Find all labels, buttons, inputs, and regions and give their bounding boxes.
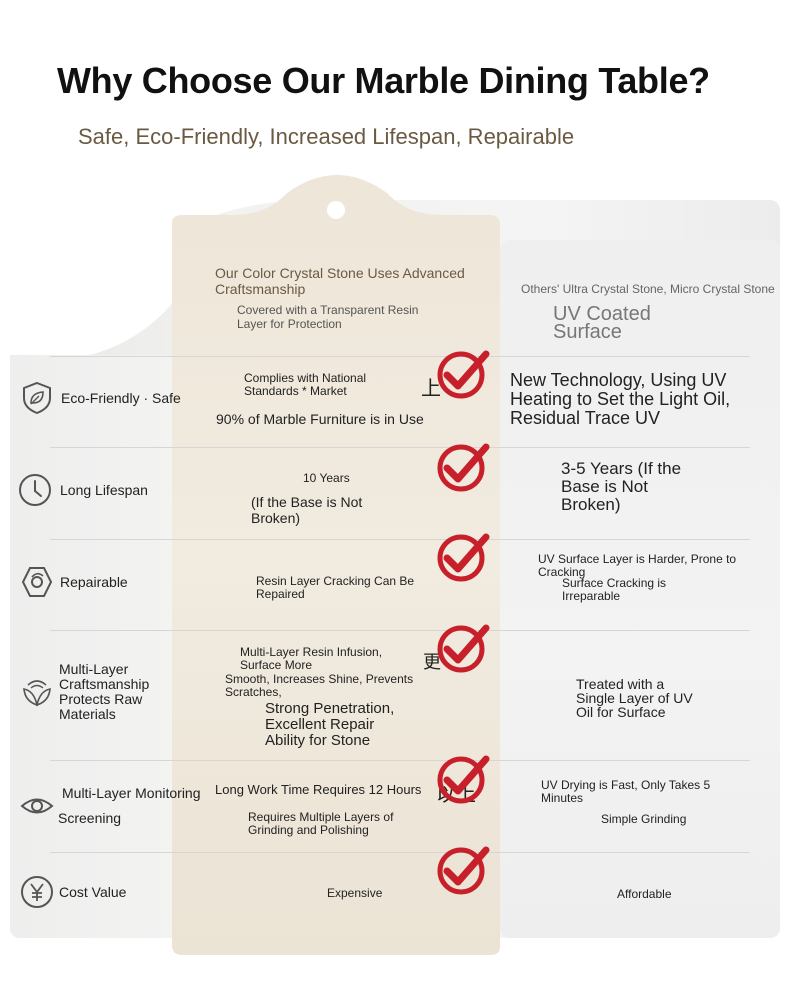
ours-repairable-text: Resin Layer Cracking Can Be Repaired (256, 574, 415, 601)
ours-craft-text-1: Multi-Layer Resin Infusion, Surface More (240, 645, 383, 672)
ours-craft-text-3: Strong Penetration, Excellent Repair Abi… (265, 700, 395, 749)
others-monitoring-text-2: Simple Grinding (601, 812, 687, 826)
row-divider (50, 630, 750, 631)
page-subtitle: Safe, Eco-Friendly, Increased Lifespan, … (78, 124, 575, 149)
category-eco-friendly: Eco-Friendly · Safe (20, 381, 181, 415)
others-cost-text: Affordable (617, 887, 672, 901)
yen-icon (21, 876, 53, 908)
others-eco-text: New Technology, Using UV Heating to Set … (510, 370, 731, 428)
others-subheading: UV Coated Surface (553, 303, 651, 343)
category-column (10, 355, 173, 938)
others-lifespan-text: 3-5 Years (If the Base is Not Broken) (561, 459, 682, 514)
row-divider (50, 356, 750, 357)
check-circle-icon (437, 443, 490, 492)
check-circle-icon (437, 755, 490, 804)
repair-icon (21, 567, 53, 597)
others-heading: Others' Ultra Crystal Stone, Micro Cryst… (521, 282, 775, 296)
ours-craft-glyph: 更 (423, 652, 441, 672)
category-repairable: Repairable (20, 565, 128, 599)
row-divider (50, 447, 750, 448)
leaf-shield-icon (23, 381, 51, 415)
others-repairable-text-2: Surface Cracking is Irreparable (562, 576, 667, 603)
ours-heading: Our Color Crystal Stone Uses Advanced Cr… (215, 265, 465, 297)
page-title: Why Choose Our Marble Dining Table? (57, 60, 710, 101)
row-divider (50, 760, 750, 761)
others-monitoring-text-1: UV Drying is Fast, Only Takes 5 Minutes (541, 778, 711, 805)
ours-monitoring-text-1: Long Work Time Requires 12 Hours (215, 782, 422, 797)
ours-cost-text: Expensive (327, 886, 383, 900)
ours-eco-text-2: 90% of Marble Furniture is in Use (216, 411, 424, 427)
check-circle-icon (437, 624, 490, 673)
category-cost-value: Cost Value (20, 875, 126, 909)
ours-subheading: Covered with a Transparent Resin Layer f… (237, 303, 419, 331)
clock-icon (19, 474, 51, 506)
row-divider (50, 852, 750, 853)
category-multi-layer-craftsmanship: Multi-Layer Craftsmanship Protects Raw M… (20, 662, 169, 722)
ours-eco-text-1: Complies with National Standards * Marke… (244, 371, 367, 398)
others-repairable-text-1: UV Surface Layer is Harder, Prone to Cra… (538, 552, 737, 579)
ours-lifespan-note: (If the Base is Not Broken) (251, 494, 363, 526)
others-craft-text: Treated with a Single Layer of UV Oil fo… (576, 676, 693, 720)
category-long-lifespan: Long Lifespan (18, 473, 148, 507)
eye-icon (20, 798, 54, 814)
row-divider (50, 539, 750, 540)
category-monitoring-label: Multi-Layer Monitoring (62, 785, 201, 801)
ours-lifespan-years: 10 Years (303, 471, 350, 485)
ours-eco-glyph: 上 (421, 378, 441, 400)
ours-craft-text-2: Smooth, Increases Shine, Prevents Scratc… (225, 672, 414, 699)
ours-monitoring-text-2: Requires Multiple Layers of Grinding and… (248, 810, 394, 837)
check-circle-icon (437, 350, 490, 399)
layers-leaf-icon (23, 680, 51, 707)
check-circle-icon (437, 846, 490, 895)
category-monitoring-label-2: Screening (58, 810, 122, 826)
check-circle-icon (437, 533, 490, 582)
